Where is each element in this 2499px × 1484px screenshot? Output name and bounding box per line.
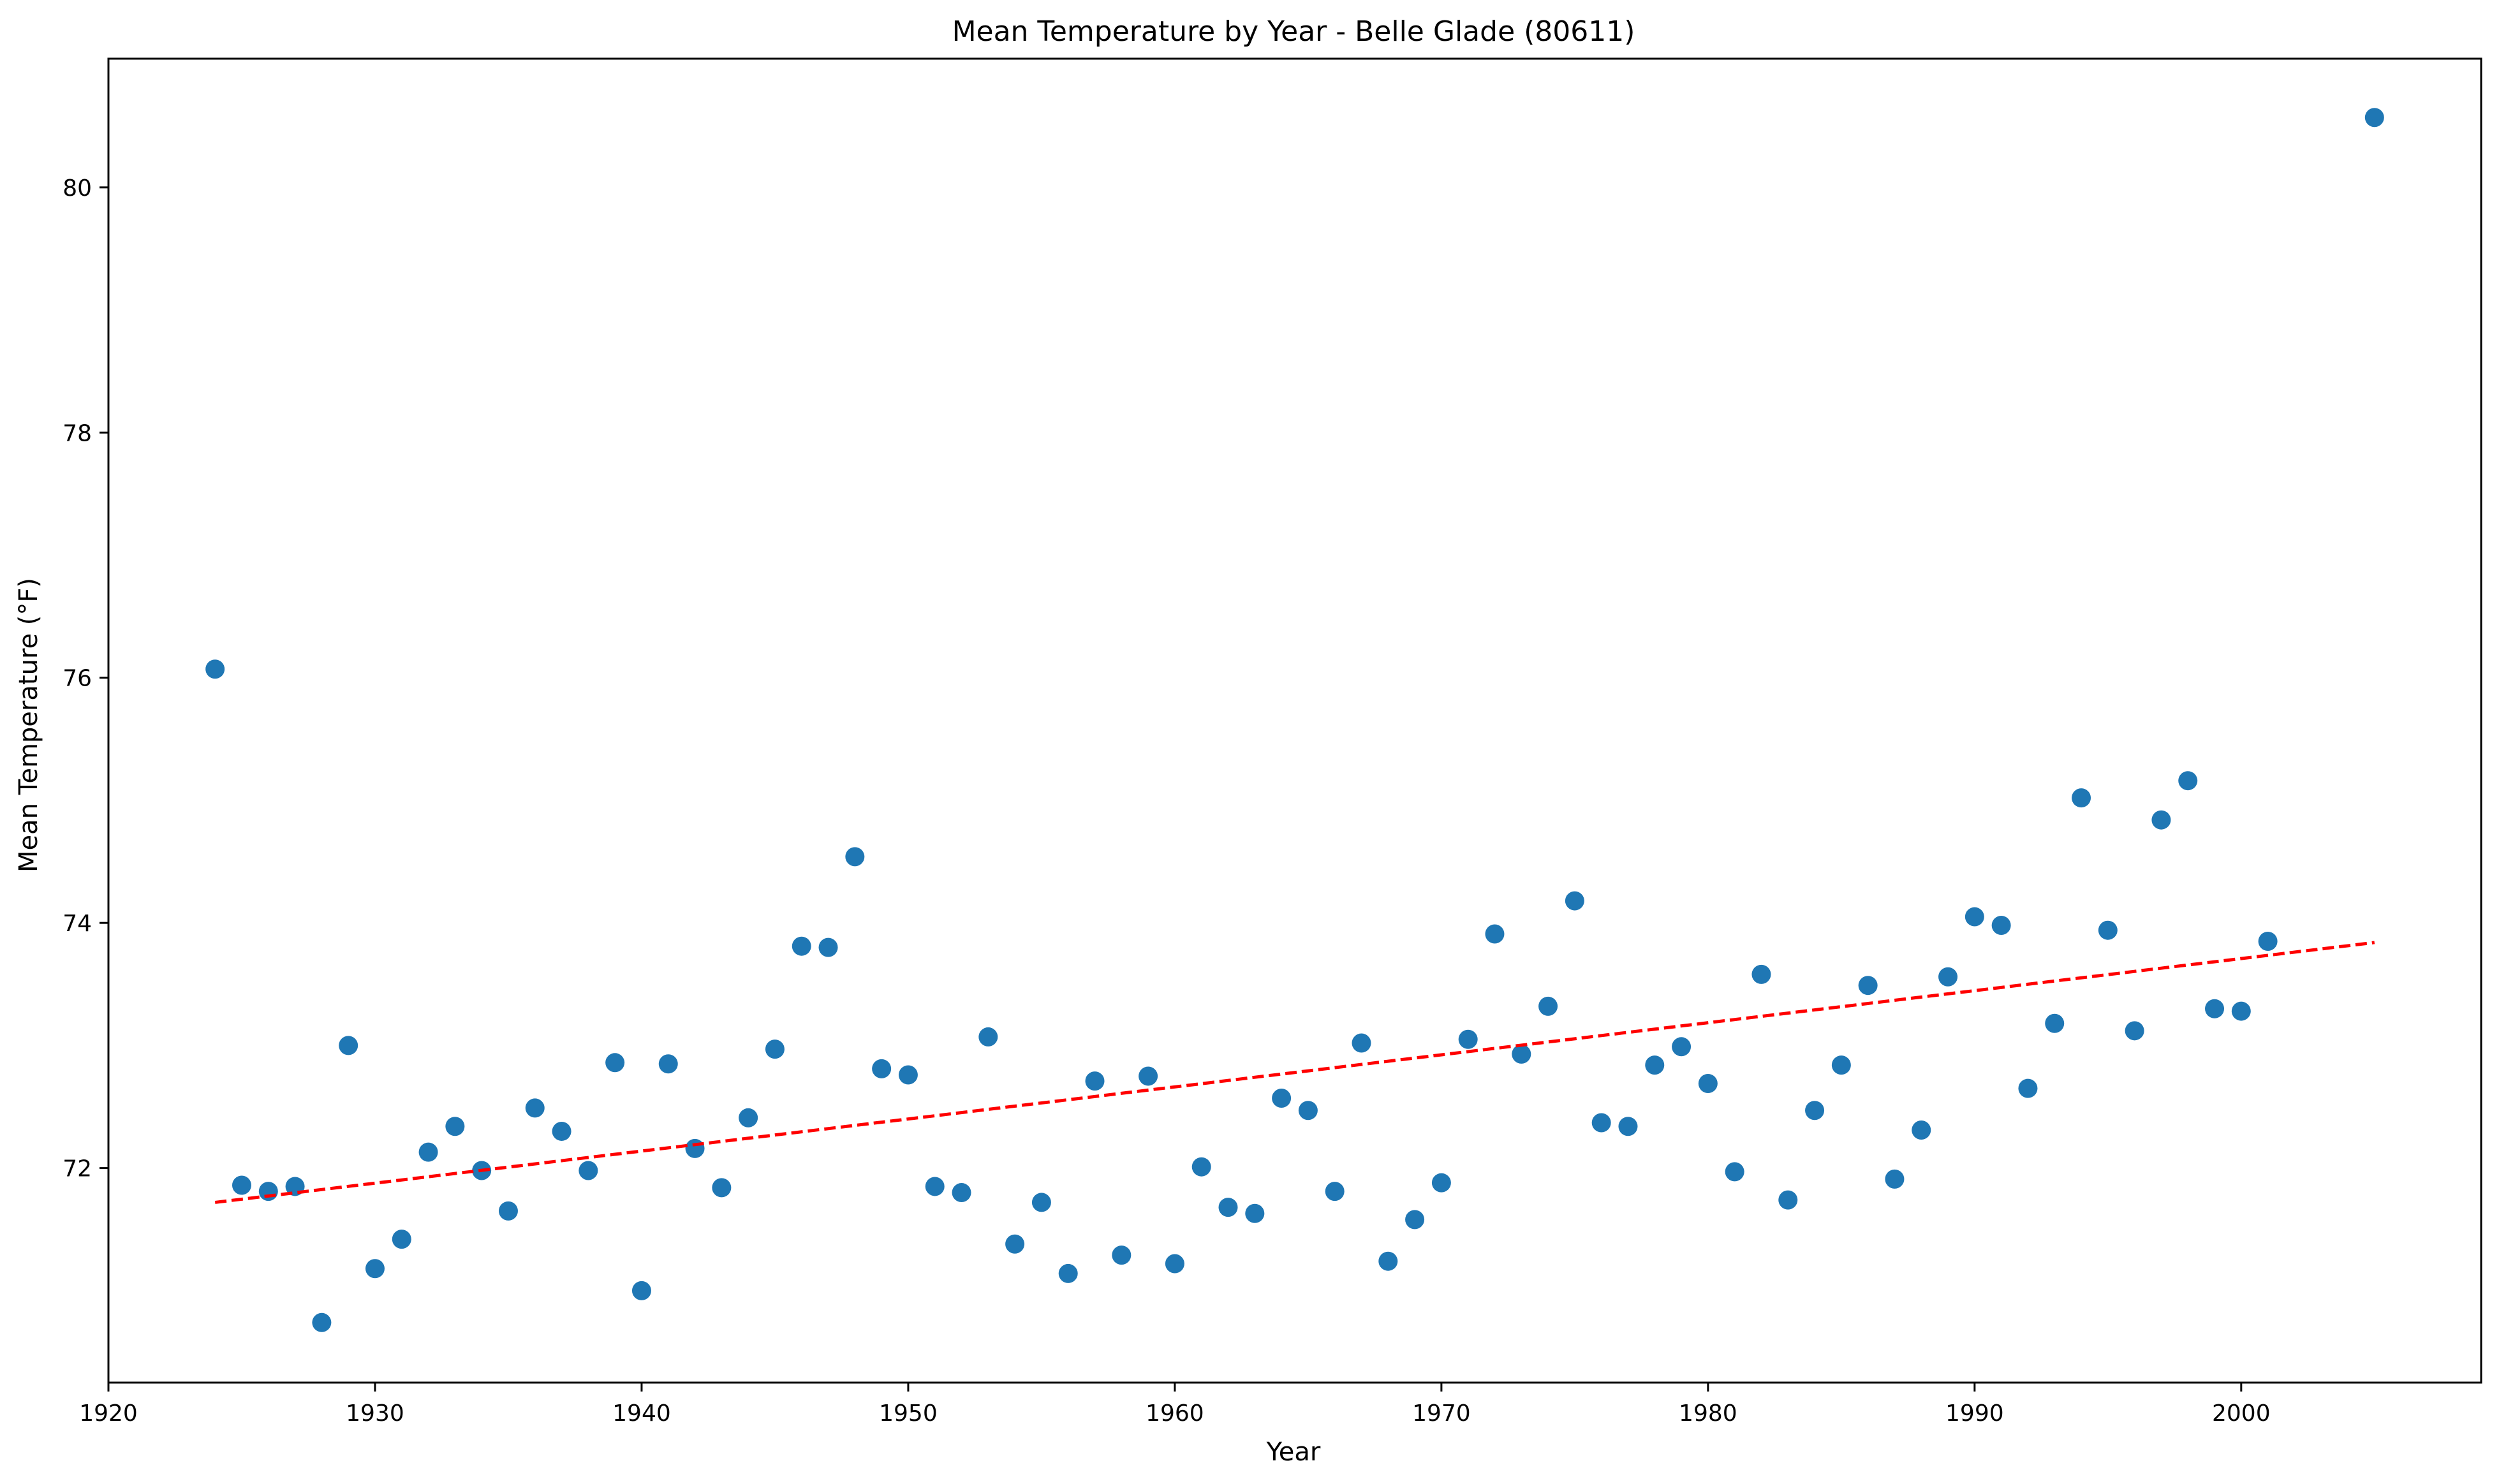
- y-tick-label: 80: [63, 175, 92, 202]
- data-point: [1139, 1066, 1158, 1086]
- data-point: [1698, 1073, 1718, 1093]
- x-tick-label: 1930: [346, 1400, 404, 1427]
- data-point: [818, 937, 838, 957]
- y-tick-label: 72: [63, 1156, 92, 1182]
- data-point: [365, 1259, 385, 1279]
- data-point: [2151, 810, 2171, 830]
- data-point: [872, 1059, 892, 1078]
- x-tick-label: 1960: [1146, 1400, 1204, 1427]
- data-point: [1885, 1169, 1905, 1189]
- x-tick-label: 1980: [1679, 1400, 1737, 1427]
- data-point: [1805, 1101, 1825, 1120]
- data-point: [1991, 916, 2011, 936]
- data-point: [845, 847, 865, 867]
- data-point: [392, 1230, 411, 1249]
- y-tick-label: 76: [63, 666, 92, 692]
- data-point: [2231, 1001, 2251, 1021]
- data-point: [1165, 1254, 1184, 1274]
- data-point: [1112, 1245, 1132, 1265]
- data-point: [2125, 1021, 2144, 1041]
- data-point: [1725, 1162, 1744, 1182]
- data-point: [258, 1182, 278, 1201]
- data-point: [498, 1201, 518, 1221]
- data-point: [2072, 788, 2091, 808]
- data-point: [1858, 976, 1878, 995]
- data-point: [658, 1054, 678, 1074]
- data-point: [605, 1053, 625, 1073]
- data-point: [898, 1065, 918, 1085]
- data-point: [1538, 996, 1558, 1016]
- y-axis-label: Mean Temperature (°F): [14, 578, 43, 872]
- data-point: [1378, 1251, 1398, 1271]
- data-point: [631, 1281, 651, 1300]
- data-point: [1005, 1234, 1025, 1254]
- data-point: [1912, 1120, 1931, 1140]
- data-point: [312, 1312, 332, 1332]
- data-point: [1565, 891, 1584, 911]
- data-point: [445, 1117, 465, 1136]
- data-point: [1645, 1055, 1665, 1075]
- data-point: [2258, 932, 2278, 951]
- chart-title: Mean Temperature by Year - Belle Glade (…: [952, 15, 1635, 48]
- data-point: [1058, 1263, 1078, 1283]
- data-point: [739, 1108, 758, 1128]
- data-point: [1618, 1117, 1638, 1136]
- x-tick-label: 1940: [612, 1400, 671, 1427]
- y-tick-label: 74: [63, 911, 92, 937]
- data-point: [1831, 1055, 1851, 1075]
- data-point: [1218, 1198, 1238, 1217]
- data-point: [1778, 1190, 1798, 1210]
- data-point: [1405, 1210, 1425, 1230]
- data-point: [2098, 920, 2118, 940]
- data-point: [418, 1142, 438, 1162]
- data-point: [978, 1027, 998, 1047]
- x-tick-label: 1990: [1945, 1400, 2004, 1427]
- data-point: [205, 659, 225, 679]
- trend-line: [214, 941, 2375, 1204]
- data-point: [1298, 1101, 1318, 1120]
- data-point: [1031, 1193, 1051, 1212]
- data-point: [1085, 1071, 1105, 1091]
- data-point: [2178, 771, 2198, 791]
- x-axis-label: Year: [1266, 1437, 1321, 1467]
- data-point: [1512, 1044, 1531, 1064]
- data-point: [1591, 1113, 1611, 1133]
- data-point: [792, 936, 811, 956]
- data-point: [1458, 1029, 1478, 1049]
- data-point: [1751, 964, 1771, 984]
- data-point: [579, 1161, 598, 1180]
- data-point: [1485, 924, 1505, 944]
- x-tick-label: 1920: [79, 1400, 138, 1427]
- plot-frame: [107, 57, 2482, 1384]
- x-tick-label: 1950: [879, 1400, 938, 1427]
- data-point: [765, 1040, 785, 1059]
- data-point: [339, 1036, 358, 1055]
- data-point: [1965, 907, 1984, 927]
- y-tick-label: 78: [63, 420, 92, 446]
- data-point: [1431, 1173, 1451, 1193]
- plot-area: 1920 1930 1940 1950 1960 1970 1980 1990 2000 72 74…: [63, 57, 2482, 1427]
- data-point: [1938, 967, 1958, 987]
- data-point: [1272, 1089, 1292, 1108]
- data-point: [552, 1121, 571, 1141]
- data-point: [925, 1177, 945, 1196]
- x-tick-label: 1970: [1412, 1400, 1471, 1427]
- data-point: [1191, 1157, 1211, 1177]
- data-point: [1325, 1182, 1345, 1201]
- data-point: [1352, 1033, 1371, 1053]
- data-point: [712, 1178, 732, 1198]
- data-point: [2045, 1013, 2065, 1033]
- data-point: [1245, 1203, 1265, 1223]
- data-point: [952, 1183, 971, 1203]
- data-point: [232, 1175, 251, 1195]
- data-point: [525, 1098, 545, 1118]
- x-tick-label: 2000: [2212, 1400, 2271, 1427]
- data-point: [1672, 1037, 1692, 1057]
- data-point: [2205, 999, 2225, 1018]
- data-point: [2364, 108, 2384, 128]
- data-point: [2018, 1078, 2038, 1098]
- data-point: [685, 1138, 705, 1158]
